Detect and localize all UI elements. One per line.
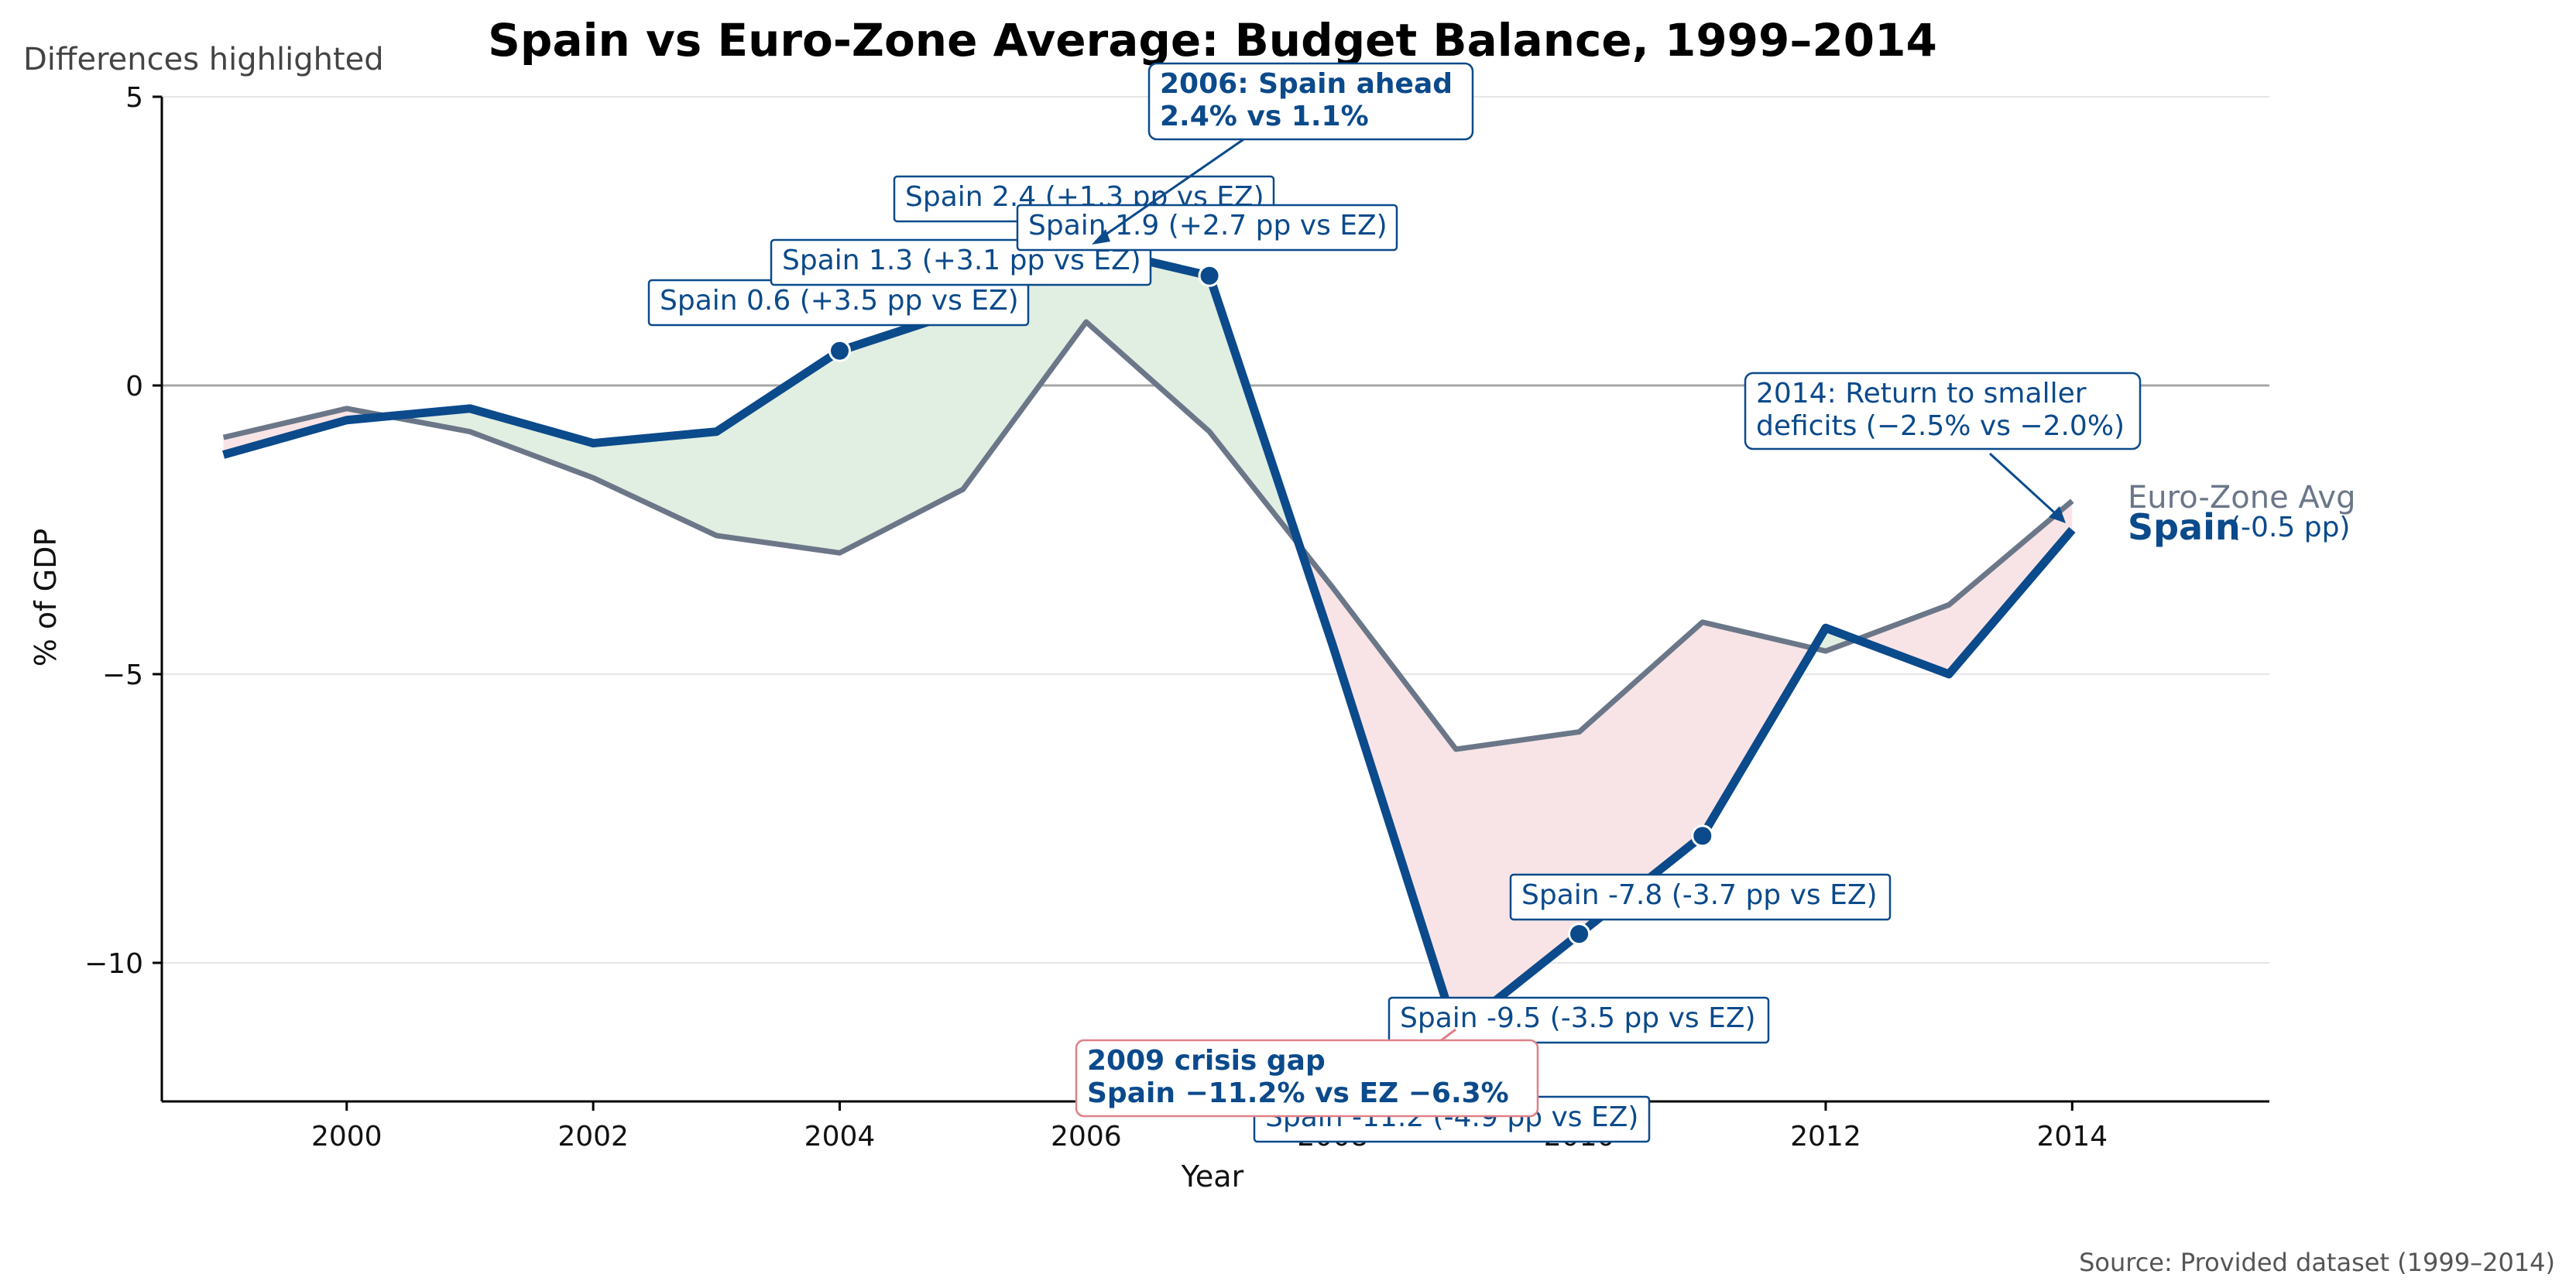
fill-spain-behind <box>1856 501 2073 674</box>
data-point-spain-2007 <box>1198 264 1221 287</box>
x-axis-label: Year <box>1181 1159 1244 1194</box>
callout-2006-box <box>1147 62 1474 141</box>
point-label-5-text: Spain -7.8 (-3.7 pp vs EZ) <box>1521 879 1878 911</box>
data-point-spain-2011 <box>1691 824 1714 848</box>
plot-area: 2000200220042006200820102012201450−5−10S… <box>84 62 2355 1153</box>
point-label-6: Spain -9.5 (-3.5 pp vs EZ) <box>1387 996 1770 1044</box>
point-label-1-text: Spain 0.6 (+3.5 pp vs EZ) <box>660 285 1019 317</box>
chart-title: Spain vs Euro-Zone Average: Budget Balan… <box>488 14 1937 67</box>
y-tick-label: 5 <box>125 82 143 114</box>
y-tick-label: 0 <box>125 371 143 402</box>
callout-2014-text: 2014: Return to smaller <box>1756 378 2087 409</box>
callout-2006-text: 2006: Spain ahead <box>1160 68 1453 100</box>
fill-spain-ahead <box>387 246 1300 553</box>
point-label-1: Spain 0.6 (+3.5 pp vs EZ) <box>647 279 1030 327</box>
callout-2014-arrow <box>1988 452 2064 522</box>
point-label-5-box <box>1509 873 1892 921</box>
callout-2014-box <box>1744 372 2142 450</box>
data-point-spain-2010 <box>1568 923 1591 946</box>
x-tick-label: 2006 <box>1051 1121 1122 1153</box>
callout-2009-text: Spain −11.2% vs EZ −6.3% <box>1087 1077 1509 1109</box>
point-label-4-text: Spain 1.9 (+2.7 pp vs EZ) <box>1028 210 1387 241</box>
end-label-euro-zone: Euro-Zone Avg <box>2128 480 2355 515</box>
point-label-6-box <box>1387 996 1770 1044</box>
callout-2014-arrowhead <box>2049 506 2066 523</box>
x-tick-label: 2014 <box>2036 1121 2108 1153</box>
y-tick-label: −10 <box>84 948 143 980</box>
data-point-spain-2004 <box>828 339 851 362</box>
y-tick-label: −5 <box>102 659 143 691</box>
callout-2006-arrowhead <box>1092 229 1110 245</box>
end-label-spain: Spain <box>2128 506 2241 548</box>
source-note: Source: Provided dataset (1999–2014) <box>2079 1248 2555 1277</box>
callout-2009-arrow <box>1439 1028 1456 1043</box>
callout-2009-text: 2009 crisis gap <box>1087 1045 1326 1077</box>
chart-subtitle: Differences highlighted <box>23 42 384 77</box>
x-tick-label: 2000 <box>311 1121 382 1153</box>
callout-2009-box <box>1075 1039 1539 1118</box>
point-label-6-text: Spain -9.5 (-3.5 pp vs EZ) <box>1400 1002 1756 1034</box>
point-label-2-box <box>770 238 1152 286</box>
point-label-4: Spain 1.9 (+2.7 pp vs EZ) <box>1016 204 1398 252</box>
x-tick-label: 2004 <box>804 1121 876 1153</box>
callout-2006-text: 2.4% vs 1.1% <box>1160 101 1369 132</box>
fill-spain-behind <box>1299 545 1814 1033</box>
callout-2014-text: deficits (−2.5% vs −2.0%) <box>1756 410 2125 442</box>
callout-2006-arrow <box>1095 135 1249 243</box>
series-line-euro-zone <box>222 319 2074 752</box>
point-label-5: Spain -7.8 (-3.7 pp vs EZ) <box>1509 873 1892 921</box>
point-label-4-box <box>1016 204 1398 252</box>
end-label-spain-diff: (-0.5 pp) <box>2230 512 2350 543</box>
x-tick-label: 2012 <box>1790 1121 1861 1153</box>
x-tick-label: 2002 <box>557 1121 629 1153</box>
y-axis-label: % of GDP <box>29 529 63 667</box>
point-label-2: Spain 1.3 (+3.1 pp vs EZ) <box>770 238 1152 286</box>
